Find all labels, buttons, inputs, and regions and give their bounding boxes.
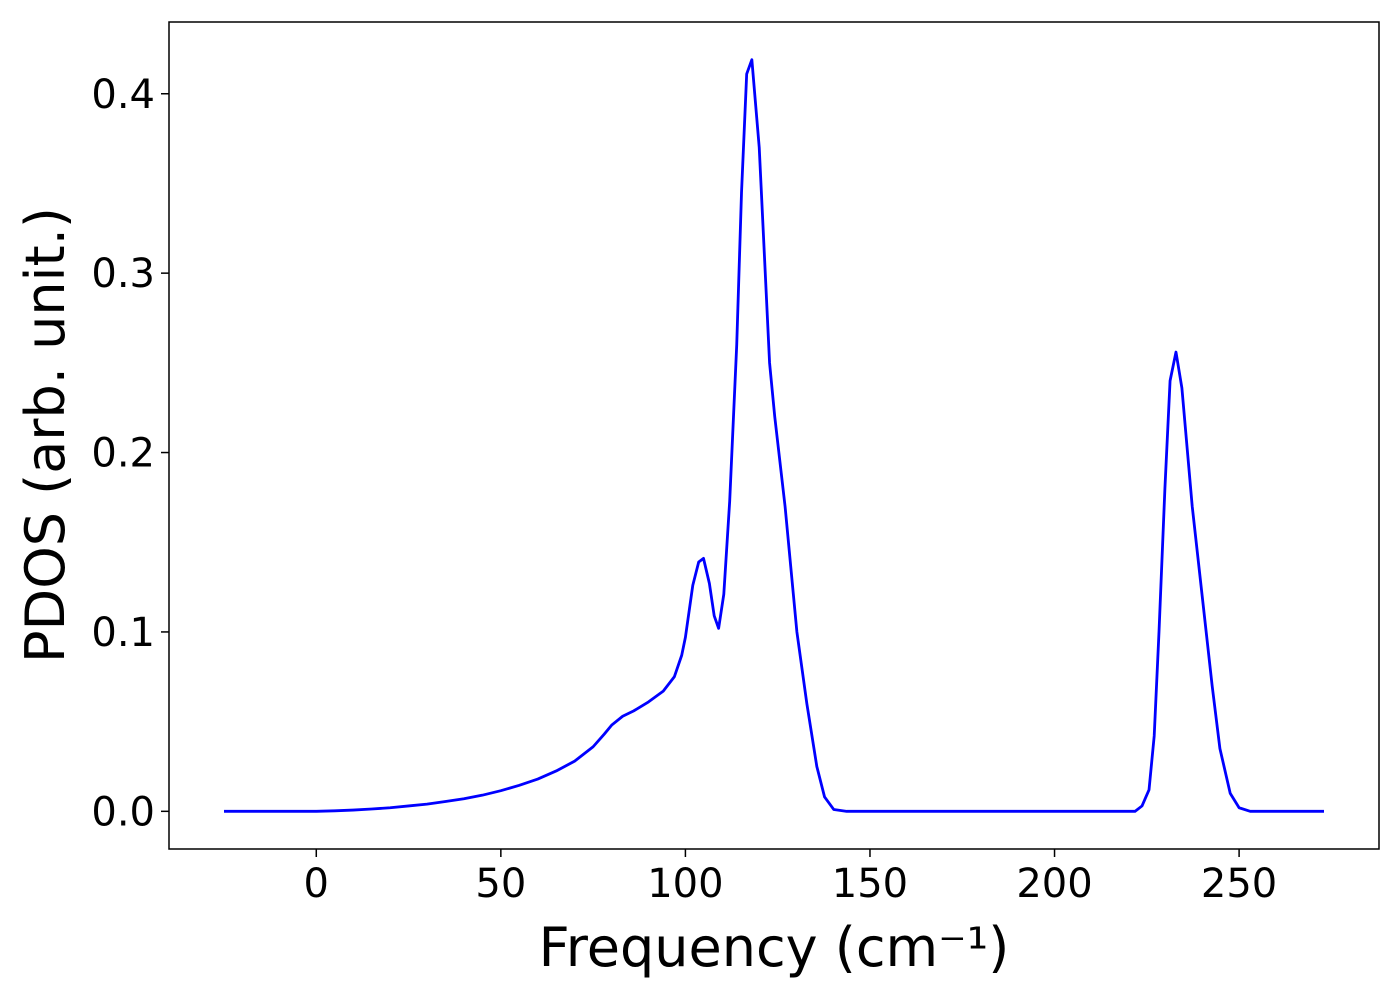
x-tick-label: 0 xyxy=(304,861,329,907)
y-tick-label: 0.0 xyxy=(91,789,155,835)
x-tick-label: 100 xyxy=(647,861,723,907)
x-tick-label: 200 xyxy=(1016,861,1092,907)
plot-frame xyxy=(168,21,1380,850)
x-tick-label: 250 xyxy=(1201,861,1277,907)
x-tick-label: 50 xyxy=(475,861,526,907)
data-line xyxy=(224,58,1324,813)
x-tick-label: 150 xyxy=(832,861,908,907)
y-axis-label: PDOS (arb. unit.) xyxy=(14,207,77,663)
x-axis-label: Frequency (cm⁻¹) xyxy=(539,916,1010,979)
y-tick-label: 0.3 xyxy=(91,251,155,297)
y-tick-label: 0.2 xyxy=(91,431,155,477)
y-tick-label: 0.1 xyxy=(91,610,155,656)
y-tick-label: 0.4 xyxy=(91,72,155,118)
